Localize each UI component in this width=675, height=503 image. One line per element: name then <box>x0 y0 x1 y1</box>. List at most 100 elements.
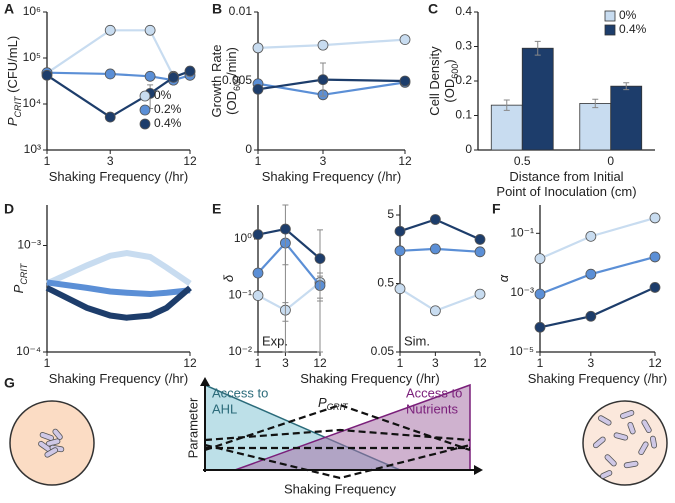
y-tick-label: 10⁻¹ <box>228 288 252 302</box>
x-tick-label: 12 <box>648 356 662 370</box>
point <box>252 267 264 279</box>
y-tick-label: 10⁻³ <box>17 238 41 252</box>
y-tick-label: 10⁴ <box>22 96 41 110</box>
pcrit-curves <box>204 403 471 480</box>
point <box>104 111 116 123</box>
axis-label: Shaking Frequency (/hr) <box>300 371 439 386</box>
diagram-label: AHL <box>212 401 237 416</box>
legend-label: 0.4% <box>619 22 647 36</box>
point <box>429 214 441 225</box>
axis-label: (OD600) <box>442 59 460 102</box>
x-tick-label: 3 <box>320 154 327 168</box>
series-line <box>257 81 406 96</box>
annotation: Exp. <box>262 333 288 348</box>
label-part: Point of Inoculation (cm) <box>496 184 636 199</box>
panel-letters: A B C D E F G <box>4 1 501 391</box>
axis-label: δ <box>221 274 236 282</box>
y-tick-label: 10³ <box>24 142 41 156</box>
point <box>144 24 156 36</box>
point <box>649 251 661 263</box>
axis-label: Distance from Initial <box>509 169 623 184</box>
point <box>534 288 546 300</box>
axis-label: Shaking Frequency (/hr) <box>49 371 188 386</box>
label-part: (OD <box>442 79 457 103</box>
axis-label: Shaking Frequency (/hr) <box>528 371 667 386</box>
label-part: α <box>496 274 511 282</box>
label-part: δ <box>221 274 236 282</box>
cells-clustered <box>38 428 65 458</box>
label-part: Distance from Initial <box>509 169 623 184</box>
label-part: P <box>11 284 26 293</box>
point <box>394 283 406 295</box>
x-tick-label: 12 <box>473 356 487 370</box>
legend-swatch <box>604 10 616 22</box>
point <box>317 74 329 86</box>
bar <box>521 47 554 151</box>
axis-label: PCRIT <box>11 262 29 293</box>
diagram: Access to AHL PCRIT Access to Nutrients … <box>9 377 668 496</box>
error-bar <box>317 229 323 353</box>
x-tick-label: 0.5 <box>514 154 531 168</box>
point <box>429 305 441 317</box>
x-tick-label: 3 <box>282 356 289 370</box>
axis-label: Growth Rate <box>209 45 224 118</box>
point <box>168 71 179 83</box>
x-tick-label: 1 <box>44 154 51 168</box>
error-bar <box>623 82 630 91</box>
series-line <box>539 255 656 296</box>
label-part: Shaking Frequency (/hr) <box>49 371 188 386</box>
label-part: CRIT <box>13 95 23 117</box>
point <box>252 229 264 240</box>
y-tick-label: 0.01 <box>229 4 253 18</box>
diagram-label: Access to <box>212 385 268 400</box>
point <box>394 245 406 257</box>
legend-swatch <box>139 104 151 116</box>
axis-label: Cell Density <box>427 46 442 116</box>
point <box>534 321 546 333</box>
legend-label: 0% <box>154 88 172 102</box>
point <box>534 253 546 265</box>
diagram-label: Access to <box>406 385 462 400</box>
panel: 10⁻⁵ 10⁻³ 10⁻¹ 1 3 12 <box>509 205 662 370</box>
diagram-label: PCRIT <box>318 395 349 412</box>
series-line <box>257 281 321 312</box>
panel: 0.05 0.5 5 1 3 12 Sim. <box>371 205 487 370</box>
panel-label: C <box>428 1 438 17</box>
label-part: 600 <box>232 76 242 91</box>
annotation: Sim. <box>404 333 430 348</box>
point <box>317 39 329 51</box>
y-tick-label: 0.3 <box>455 39 472 53</box>
point <box>429 243 441 255</box>
panel: 0 0.005 0.01 1 3 12 <box>222 4 412 168</box>
label-part: Growth Rate <box>209 45 224 118</box>
y-tick-label: 0.005 <box>222 73 252 87</box>
axis-label: Shaking Frequency (/hr) <box>49 169 188 184</box>
panel: 10³ 10⁴ 10⁵ 10⁶ 1 3 12 0%0.2%0.4% <box>22 4 197 168</box>
x-tick-label: 12 <box>398 154 412 168</box>
point <box>585 230 597 242</box>
point <box>585 268 597 280</box>
x-tick-label: 1 <box>44 356 51 370</box>
point <box>252 83 264 95</box>
label-part: /min) <box>224 47 239 76</box>
panel: 0 0.1 0.2 0.3 0.4 0.5 0 0%0.4% <box>455 4 655 168</box>
panel: 10⁻² 10⁻¹ 10⁰ 1 3 12 Exp. <box>228 204 327 370</box>
point <box>649 212 661 224</box>
point <box>144 70 156 82</box>
label-part: Shaking Frequency (/hr) <box>528 371 667 386</box>
axis-label: Point of Inoculation (cm) <box>496 184 636 199</box>
point <box>649 282 661 293</box>
panel-label: E <box>212 201 221 217</box>
panel-label: G <box>4 375 15 391</box>
y-tick-label: 0 <box>465 142 472 156</box>
series-line <box>46 29 191 78</box>
series-line <box>45 285 192 321</box>
x-tick-label: 1 <box>255 356 262 370</box>
panel-label: A <box>4 1 14 17</box>
legend-swatch <box>604 24 616 36</box>
x-tick-label: 12 <box>183 356 197 370</box>
error-bar <box>592 98 599 109</box>
label-part: ) <box>442 59 457 63</box>
legend-swatch <box>139 90 151 102</box>
